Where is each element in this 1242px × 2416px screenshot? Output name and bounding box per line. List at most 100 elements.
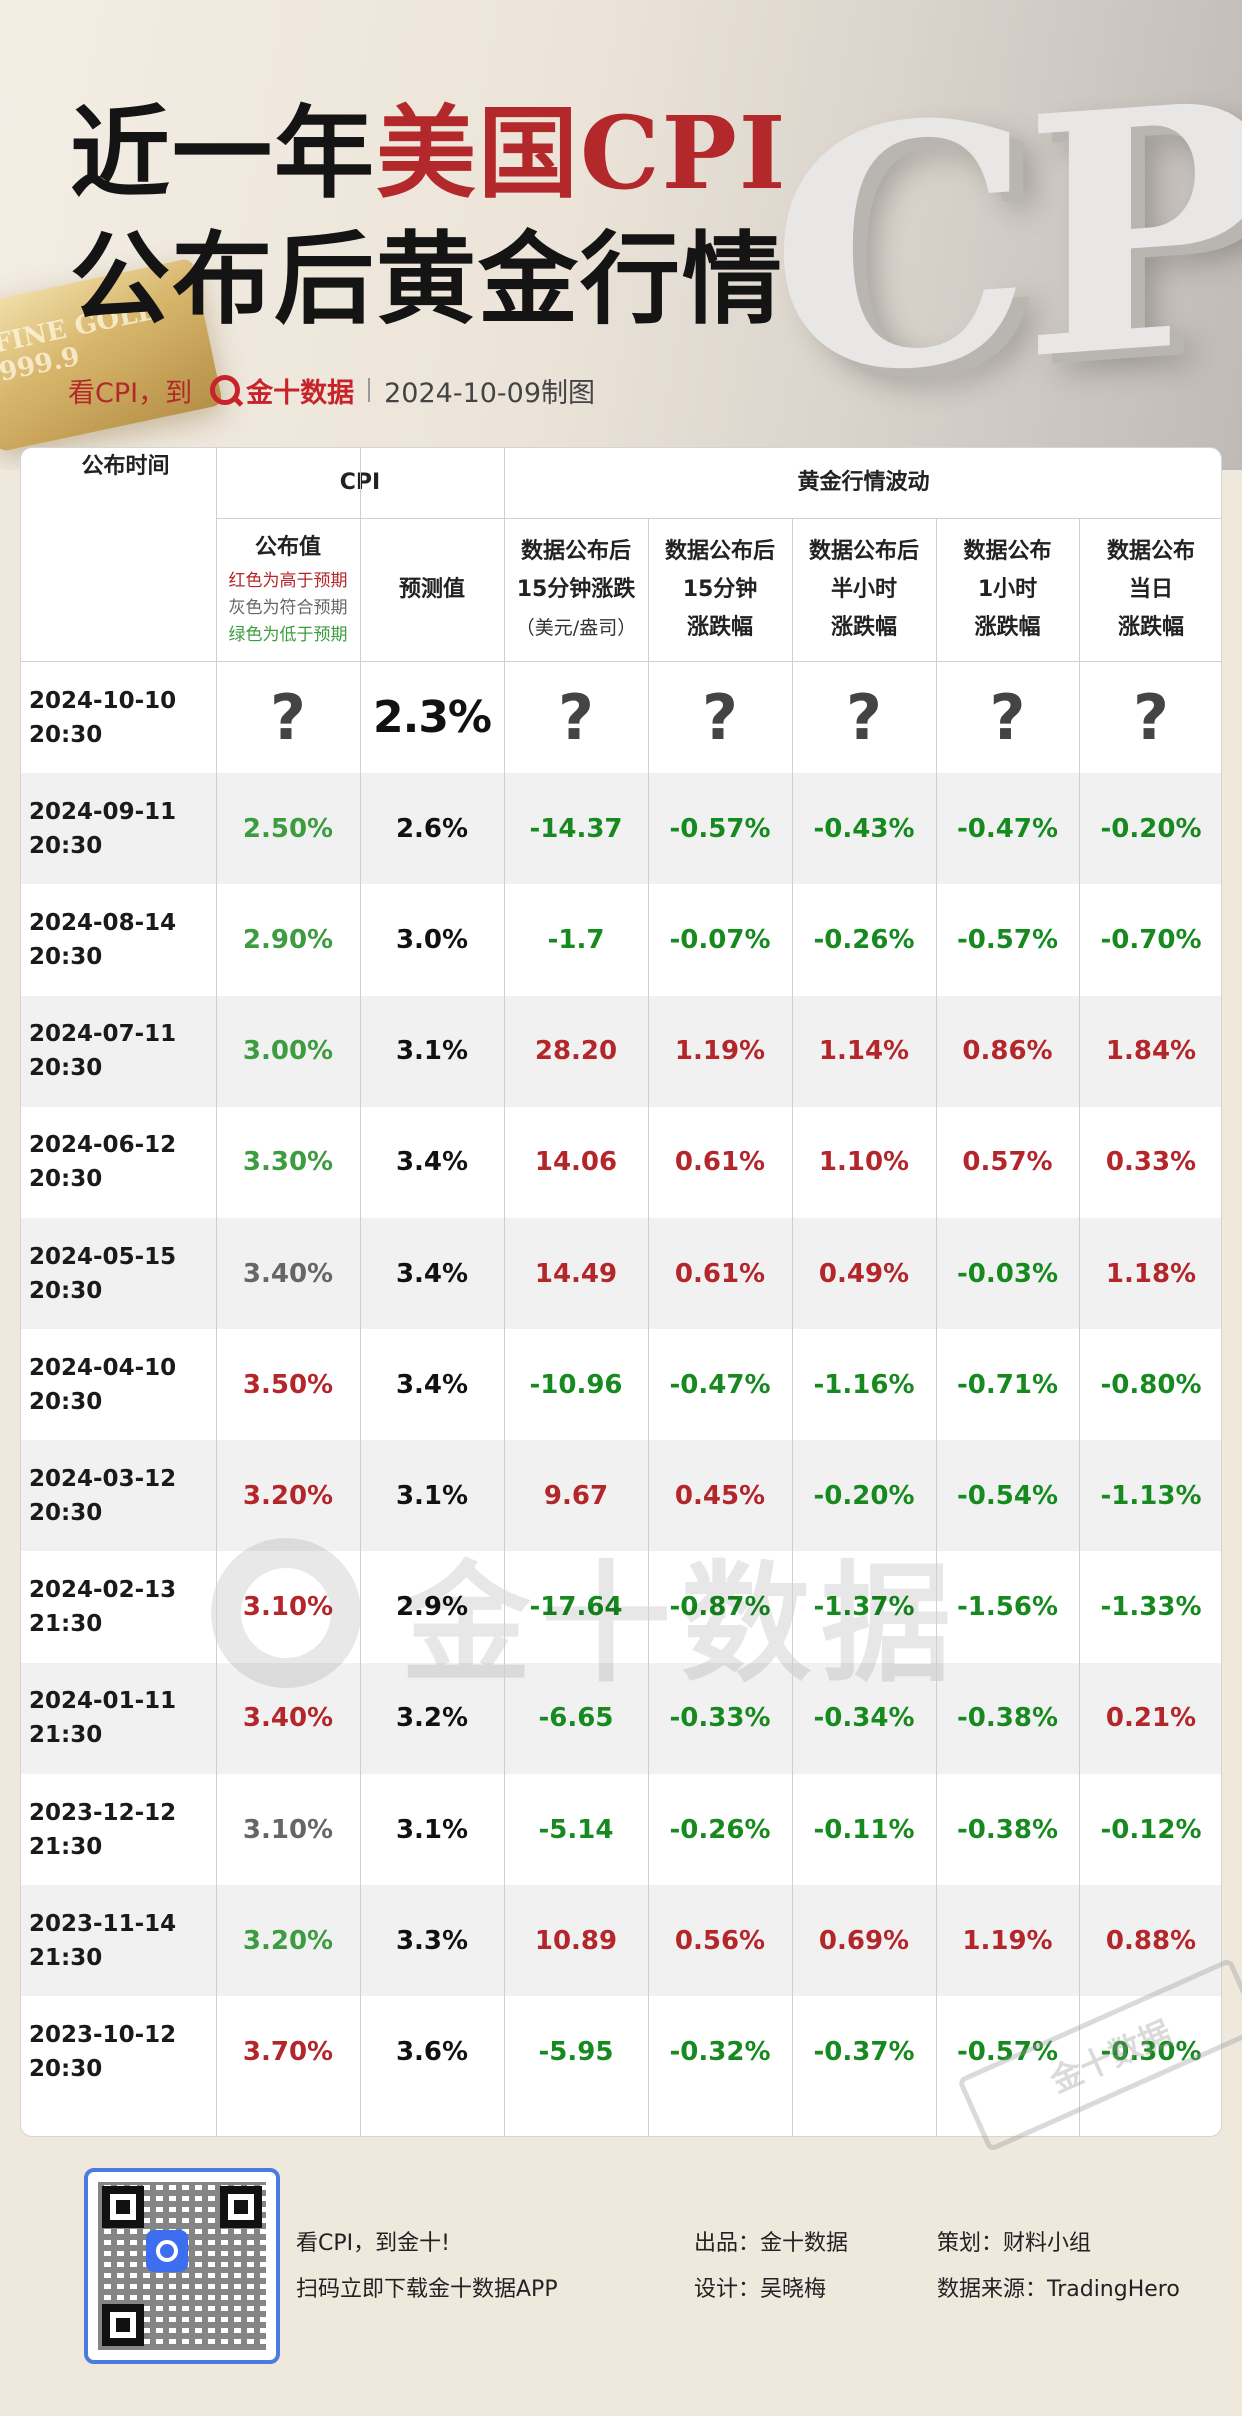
cell-15min-pct: 0.61% — [648, 1218, 792, 1329]
title-line-1: 近一年美国CPI — [70, 90, 788, 216]
cell-15min-pct: -0.07% — [648, 884, 792, 995]
cell-value: -0.26% — [669, 1814, 771, 1845]
header-line: 1小时 — [977, 576, 1038, 602]
cell-date: 2023-10-12 20:30 — [29, 1996, 224, 2107]
cell-1h-pct: 1.19% — [936, 1885, 1079, 1996]
header-line: 15分钟涨跌 — [516, 576, 636, 602]
cell-value: 1.14% — [818, 1036, 910, 1067]
grid-line — [504, 448, 505, 2136]
cell-value: -1.13% — [1100, 1480, 1202, 1511]
cell-value: 2.9% — [395, 1592, 469, 1623]
cell-value: 1.19% — [962, 1925, 1053, 1956]
cell-date: 2024-05-15 20:30 — [29, 1218, 224, 1329]
cell-15min-pct: -0.47% — [648, 1329, 792, 1440]
header-line: 涨跌幅 — [974, 614, 1041, 640]
cell-published: ? — [216, 662, 360, 773]
cell-value: -0.30% — [1100, 2036, 1202, 2067]
cell-value: 0.49% — [818, 1258, 910, 1289]
cell-value: 0.21% — [1105, 1703, 1197, 1734]
divider — [368, 378, 371, 402]
cell-value: 3.20% — [242, 1480, 334, 1511]
cell-15min-change: -6.65 — [504, 1663, 648, 1774]
cell-30min-pct: ? — [792, 662, 936, 773]
row-date: 2024-07-11 — [29, 1021, 177, 1048]
row-time: 20:30 — [29, 721, 103, 748]
cell-value: -0.34% — [813, 1703, 915, 1734]
cell-1h-pct: ? — [936, 662, 1079, 773]
jin10-logo-icon — [210, 375, 241, 405]
cell-date: 2024-04-10 20:30 — [29, 1329, 224, 1440]
grid-line — [648, 518, 649, 2136]
cell-value: -0.12% — [1100, 1814, 1202, 1845]
header-line: 涨跌幅 — [686, 614, 753, 640]
cell-published: 3.30% — [216, 1107, 360, 1218]
table-row: 2024-06-12 20:30 3.30% 3.4% 14.06 0.61% 1.10% 0… — [21, 1107, 1221, 1218]
cell-value: -0.71% — [957, 1369, 1058, 1400]
cell-day-pct: -0.20% — [1079, 773, 1221, 884]
cell-1h-pct: 0.86% — [936, 996, 1079, 1107]
cell-date: 2024-01-11 21:30 — [29, 1663, 224, 1774]
cell-published: 3.70% — [216, 1996, 360, 2107]
row-date: 2024-06-12 — [29, 1132, 177, 1159]
producer: 出品：金十数据 — [694, 2231, 849, 2256]
cell-day-pct: -1.33% — [1079, 1552, 1221, 1663]
cell-15min-change: -5.14 — [504, 1774, 648, 1885]
cell-value: 3.70% — [242, 2036, 334, 2067]
cell-forecast: 3.1% — [360, 996, 504, 1107]
grid-line — [1079, 518, 1080, 2136]
cell-day-pct: -0.70% — [1079, 884, 1221, 995]
cell-published: 3.10% — [216, 1552, 360, 1663]
row-time: 21:30 — [29, 1611, 103, 1638]
designer: 设计：吴晓梅 — [694, 2277, 827, 2302]
column-header-30min-pct: 数据公布后 半小时 涨跌幅 — [792, 518, 936, 661]
cell-value: 3.4% — [395, 1147, 469, 1178]
cell-1h-pct: -0.47% — [936, 773, 1079, 884]
cell-forecast: 3.1% — [360, 1774, 504, 1885]
cell-day-pct: 1.84% — [1079, 996, 1221, 1107]
cell-forecast: 2.9% — [360, 1552, 504, 1663]
cell-value: -0.32% — [669, 2036, 771, 2067]
cell-value: 1.84% — [1105, 1036, 1197, 1067]
cell-date: 2023-12-12 21:30 — [29, 1774, 224, 1885]
subtitle-lead: 看CPI，到 — [68, 377, 193, 409]
cell-30min-pct: -0.26% — [792, 884, 936, 995]
cell-value: -0.43% — [813, 813, 915, 844]
cell-value: 1.10% — [818, 1147, 910, 1178]
promo-text: 看CPI，到金十! 扫码立即下载金十数据APP — [296, 2221, 558, 2313]
table-row: 2024-02-13 21:30 3.10% 2.9% -17.64 -0.87% -1.3… — [21, 1552, 1221, 1663]
cell-forecast: 3.4% — [360, 1218, 504, 1329]
cell-day-pct: 0.21% — [1079, 1663, 1221, 1774]
cell-published: 3.20% — [216, 1440, 360, 1551]
cell-value: -0.57% — [957, 2036, 1058, 2067]
cell-value: 0.88% — [1105, 1925, 1197, 1956]
cell-value: 3.20% — [242, 1925, 334, 1956]
cell-value: -0.57% — [957, 924, 1058, 955]
cell-value: -0.33% — [669, 1703, 771, 1734]
column-header-15min-pct: 数据公布后 15分钟 涨跌幅 — [648, 518, 792, 661]
cell-value: -1.33% — [1100, 1592, 1202, 1623]
column-header-forecast: 预测值 — [360, 518, 504, 661]
row-time: 21:30 — [29, 1833, 103, 1860]
cell-15min-pct: 1.19% — [648, 996, 792, 1107]
header-background: CPI FINE GOLD 999.9 — [0, 0, 1242, 470]
cell-value: -1.7 — [547, 924, 605, 955]
cell-15min-pct: 0.56% — [648, 1885, 792, 1996]
row-time: 20:30 — [29, 943, 103, 970]
grid-line — [360, 448, 361, 2136]
cell-15min-change: -1.7 — [504, 884, 648, 995]
cell-value: 9.67 — [543, 1480, 609, 1511]
cell-1h-pct: -0.38% — [936, 1663, 1079, 1774]
cell-value: -17.64 — [529, 1592, 623, 1623]
cell-value: -0.54% — [957, 1480, 1058, 1511]
cell-published: 3.20% — [216, 1885, 360, 1996]
cell-forecast: 3.4% — [360, 1329, 504, 1440]
cell-value: ? — [989, 681, 1026, 754]
cell-30min-pct: -0.43% — [792, 773, 936, 884]
qr-code[interactable] — [84, 2168, 280, 2364]
cell-15min-change: 28.20 — [504, 996, 648, 1107]
row-time: 21:30 — [29, 1944, 103, 1971]
cell-value: -0.38% — [957, 1814, 1058, 1845]
cell-value: 3.1% — [395, 1036, 469, 1067]
cell-value: ? — [270, 681, 306, 754]
cell-30min-pct: -1.16% — [792, 1329, 936, 1440]
